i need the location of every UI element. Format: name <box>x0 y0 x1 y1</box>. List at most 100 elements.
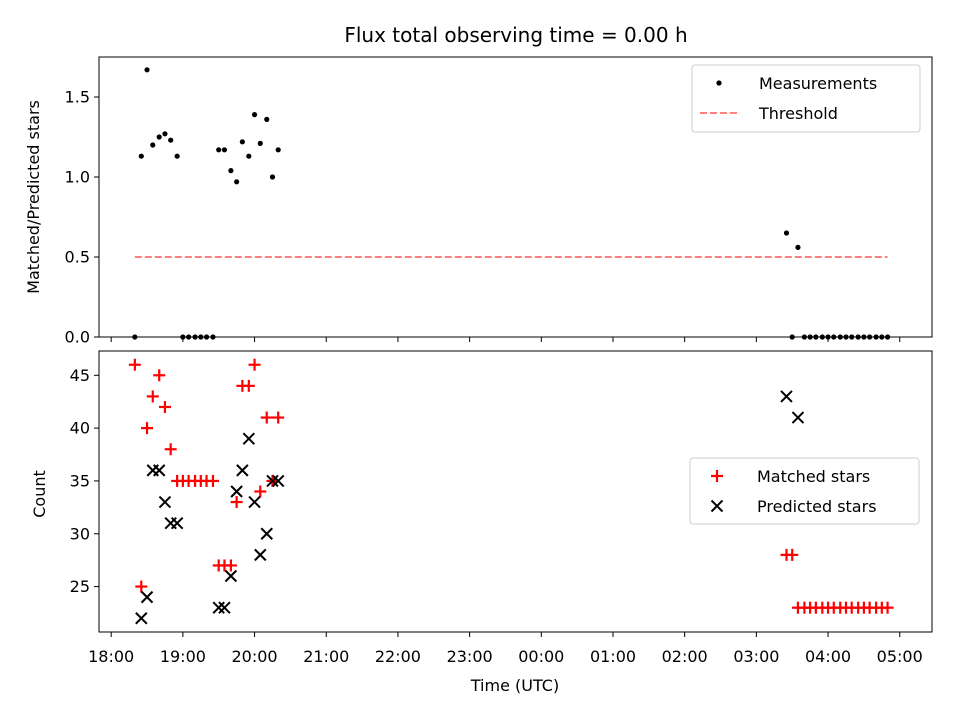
predicted-star-point <box>254 548 267 562</box>
matched-star-point <box>141 422 154 435</box>
bottom-legend: Matched stars Predicted stars <box>689 457 920 525</box>
measurement-point <box>239 139 245 145</box>
x-tick-label: 22:00 <box>375 647 421 666</box>
predicted-star-point <box>218 601 231 614</box>
measurement-point <box>221 147 228 153</box>
y-tick-label: 40 <box>70 419 90 438</box>
x-axis-label: Time (UTC) <box>470 676 559 695</box>
x-tick-label: 01:00 <box>590 647 636 666</box>
legend-handle-matched <box>711 470 723 482</box>
matched-star-point <box>128 358 141 371</box>
top-panel-data <box>132 67 891 340</box>
legend-handle-measurements <box>716 80 722 86</box>
y-tick-label: 35 <box>70 471 90 490</box>
measurement-point <box>138 153 144 159</box>
legend-label: Matched stars <box>757 467 870 486</box>
predicted-star-point <box>248 495 261 509</box>
matched-star-point <box>242 379 255 392</box>
measurement-point <box>234 179 240 185</box>
legend-label: Measurements <box>759 74 877 93</box>
predicted-star-point <box>158 495 172 509</box>
legend-box <box>689 457 920 525</box>
measurement-point <box>275 147 281 153</box>
measurement-point <box>795 244 801 250</box>
matched-star-point <box>260 411 273 424</box>
x-tick-label: 00:00 <box>518 647 564 666</box>
predicted-star-point <box>791 411 805 424</box>
x-tick-label: 05:00 <box>877 647 923 666</box>
predicted-star-point <box>170 516 184 530</box>
predicted-star-point <box>236 464 249 477</box>
bottom-ylabel: Count <box>30 470 49 518</box>
x-tick-label: 18:00 <box>88 647 134 666</box>
bottom-panel-frame <box>98 350 933 633</box>
predicted-star-point <box>230 485 243 498</box>
x-tick-label: 23:00 <box>447 647 493 666</box>
chart-title: Flux total observing time = 0.00 h <box>344 23 687 47</box>
measurement-point <box>216 147 222 153</box>
bottom-panel-data <box>128 358 894 625</box>
x-tick-label: 21:00 <box>303 647 349 666</box>
matched-star-point <box>158 400 171 413</box>
matched-star-point <box>164 443 177 456</box>
measurement-point <box>251 112 258 118</box>
y-tick-label: 0.0 <box>65 328 90 347</box>
predicted-star-point <box>212 601 225 614</box>
measurement-point <box>246 153 252 159</box>
predicted-star-point <box>135 612 148 625</box>
y-tick-label: 30 <box>70 524 90 543</box>
predicted-star-point <box>224 569 238 583</box>
top-panel-ticks: 0.0 0.5 1.0 1.5 <box>65 88 901 347</box>
matched-star-point <box>786 548 799 561</box>
matched-star-point <box>135 580 148 593</box>
matched-star-point <box>254 485 267 498</box>
x-tick-label: 02:00 <box>662 647 708 666</box>
matched-star-point <box>146 390 159 403</box>
predicted-star-point <box>780 390 793 403</box>
measurement-point <box>174 153 180 159</box>
measurement-point <box>144 67 150 73</box>
matched-star-point <box>230 496 243 509</box>
y-tick-label: 0.5 <box>65 248 90 267</box>
bottom-panel-ticks: 25 30 35 40 45 18:00 19:00 20:00 21:00 22:00 23:00… <box>70 366 923 666</box>
top-ylabel: Matched/Predicted stars <box>24 100 43 294</box>
measurement-point <box>264 116 270 122</box>
y-tick-label: 1.5 <box>65 88 90 107</box>
predicted-star-point <box>153 464 166 477</box>
measurement-point <box>156 134 162 140</box>
matched-star-point <box>224 559 237 572</box>
measurement-point <box>228 168 234 174</box>
bottom-panel: 25 30 35 40 45 18:00 19:00 20:00 21:00 22:00 23:00… <box>30 350 933 695</box>
x-tick-label: 20:00 <box>232 647 278 666</box>
y-tick-label: 45 <box>70 366 90 385</box>
predicted-star-point <box>260 527 273 540</box>
legend-label: Threshold <box>758 104 838 123</box>
top-panel-frame <box>98 56 933 338</box>
predicted-star-point <box>242 432 256 445</box>
measurement-point <box>162 131 168 137</box>
predicted-star-point <box>266 474 279 488</box>
measurement-point <box>168 137 174 143</box>
measurement-point <box>783 230 790 236</box>
matched-star-point <box>153 369 166 382</box>
top-panel: 0.0 0.5 1.0 1.5 Matched/Predicted stars Mea… <box>24 56 933 347</box>
matched-star-point <box>206 474 219 487</box>
x-tick-label: 04:00 <box>805 647 851 666</box>
y-tick-label: 1.0 <box>65 168 90 187</box>
top-legend: Measurements Threshold <box>691 64 921 133</box>
legend-label: Predicted stars <box>757 497 877 516</box>
matched-star-point <box>272 411 285 424</box>
measurement-point <box>269 174 276 180</box>
legend-handle-predicted <box>710 499 724 513</box>
y-tick-label: 25 <box>70 577 90 596</box>
predicted-star-point <box>140 590 154 604</box>
matched-star-point <box>881 601 894 614</box>
matched-star-point <box>248 358 261 371</box>
legend-box <box>691 64 921 133</box>
measurement-point <box>150 142 156 148</box>
measurement-point <box>257 140 263 146</box>
x-tick-label: 03:00 <box>733 647 779 666</box>
predicted-star-point <box>272 474 285 488</box>
x-tick-label: 19:00 <box>160 647 206 666</box>
